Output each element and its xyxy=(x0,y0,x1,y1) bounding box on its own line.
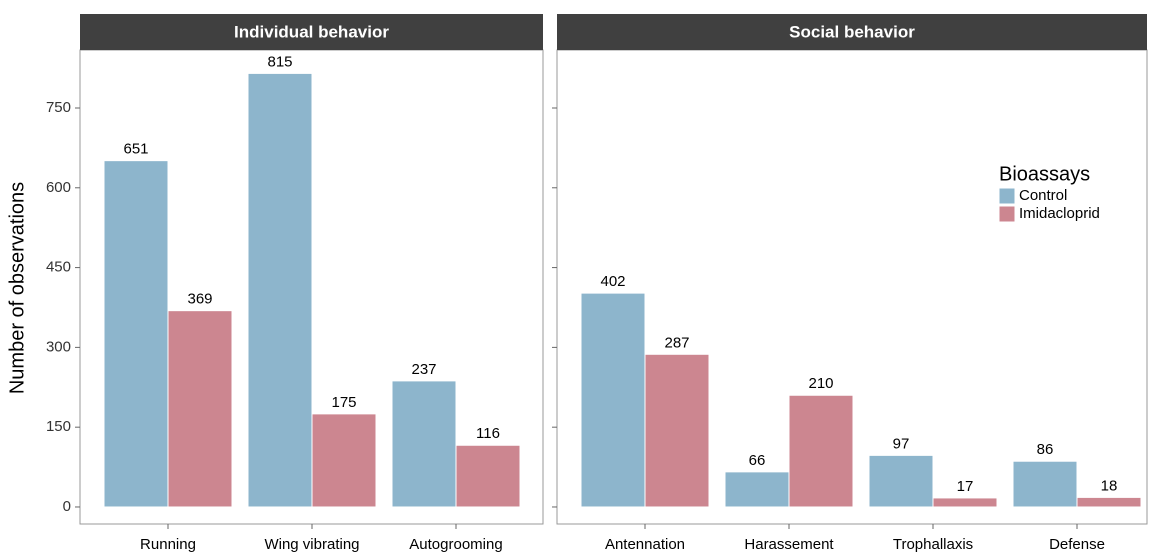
x-tick-label: Wing vibrating xyxy=(264,536,359,553)
x-tick-label: Autogrooming xyxy=(409,536,502,553)
facet-title: Individual behavior xyxy=(234,22,389,41)
y-tick-label: 0 xyxy=(63,498,71,515)
bar xyxy=(391,380,457,508)
bar xyxy=(580,292,646,508)
value-label: 237 xyxy=(411,361,436,378)
facet-title: Social behavior xyxy=(789,22,915,41)
bar xyxy=(455,444,521,508)
bar xyxy=(103,160,169,508)
y-tick-label: 150 xyxy=(46,418,71,435)
value-label: 17 xyxy=(957,478,974,495)
x-tick-label: Harassement xyxy=(744,536,834,553)
value-label: 97 xyxy=(893,435,910,452)
y-tick-label: 300 xyxy=(46,338,71,355)
legend-label: Control xyxy=(1019,187,1067,204)
facet-strip xyxy=(557,14,1147,50)
bar xyxy=(932,497,998,508)
bar xyxy=(1012,460,1078,508)
value-label: 815 xyxy=(267,53,292,70)
value-label: 116 xyxy=(476,425,500,442)
value-label: 651 xyxy=(123,141,148,158)
legend-swatch xyxy=(998,187,1016,205)
y-tick-label: 450 xyxy=(46,259,71,276)
y-tick-label: 600 xyxy=(46,179,71,196)
value-label: 66 xyxy=(749,452,766,469)
x-tick-label: Trophallaxis xyxy=(893,536,973,553)
y-axis-title: Number of observations xyxy=(6,182,28,394)
value-label: 402 xyxy=(600,273,625,290)
bar xyxy=(644,353,710,508)
bar xyxy=(1076,496,1142,508)
bar xyxy=(724,471,790,508)
bar xyxy=(247,72,313,508)
facet-strip xyxy=(80,14,543,50)
bar xyxy=(868,454,934,508)
value-label: 287 xyxy=(664,334,689,351)
value-label: 18 xyxy=(1101,477,1118,494)
value-label: 210 xyxy=(808,375,833,392)
bar xyxy=(311,413,377,508)
x-tick-label: Antennation xyxy=(605,536,685,553)
legend-label: Imidacloprid xyxy=(1019,205,1100,222)
x-tick-label: Running xyxy=(140,536,196,553)
legend-swatch xyxy=(998,205,1016,223)
value-label: 86 xyxy=(1037,441,1054,458)
value-label: 369 xyxy=(187,291,212,308)
legend-title: Bioassays xyxy=(999,163,1090,185)
bar xyxy=(167,310,233,508)
x-tick-label: Defense xyxy=(1049,536,1105,553)
y-tick-label: 750 xyxy=(46,99,71,116)
bar xyxy=(788,394,854,508)
value-label: 175 xyxy=(331,394,356,411)
